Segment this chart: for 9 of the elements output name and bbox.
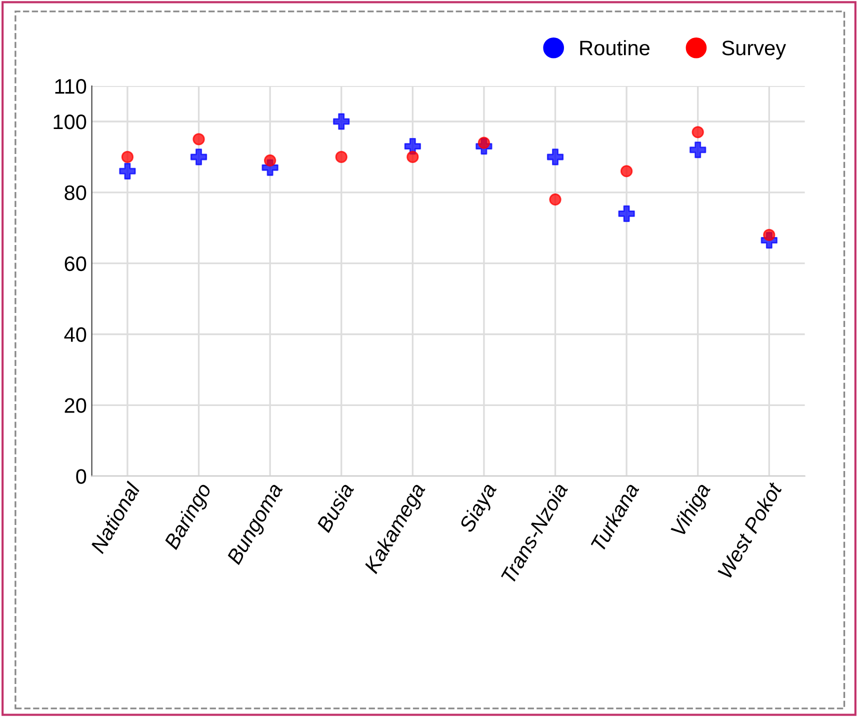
legend-label: Survey: [722, 40, 786, 60]
legend-label: Routine: [580, 40, 650, 56]
y-tick-label: 60: [64, 256, 86, 272]
y-tick-label: 100: [54, 114, 86, 130]
y-tick-label: 20: [64, 398, 86, 413]
y-tick-label: 40: [64, 327, 86, 342]
y-tick-label: 110: [55, 79, 86, 94]
y-tick-label: 0: [76, 469, 86, 484]
y-tick-label: 80: [64, 185, 86, 200]
